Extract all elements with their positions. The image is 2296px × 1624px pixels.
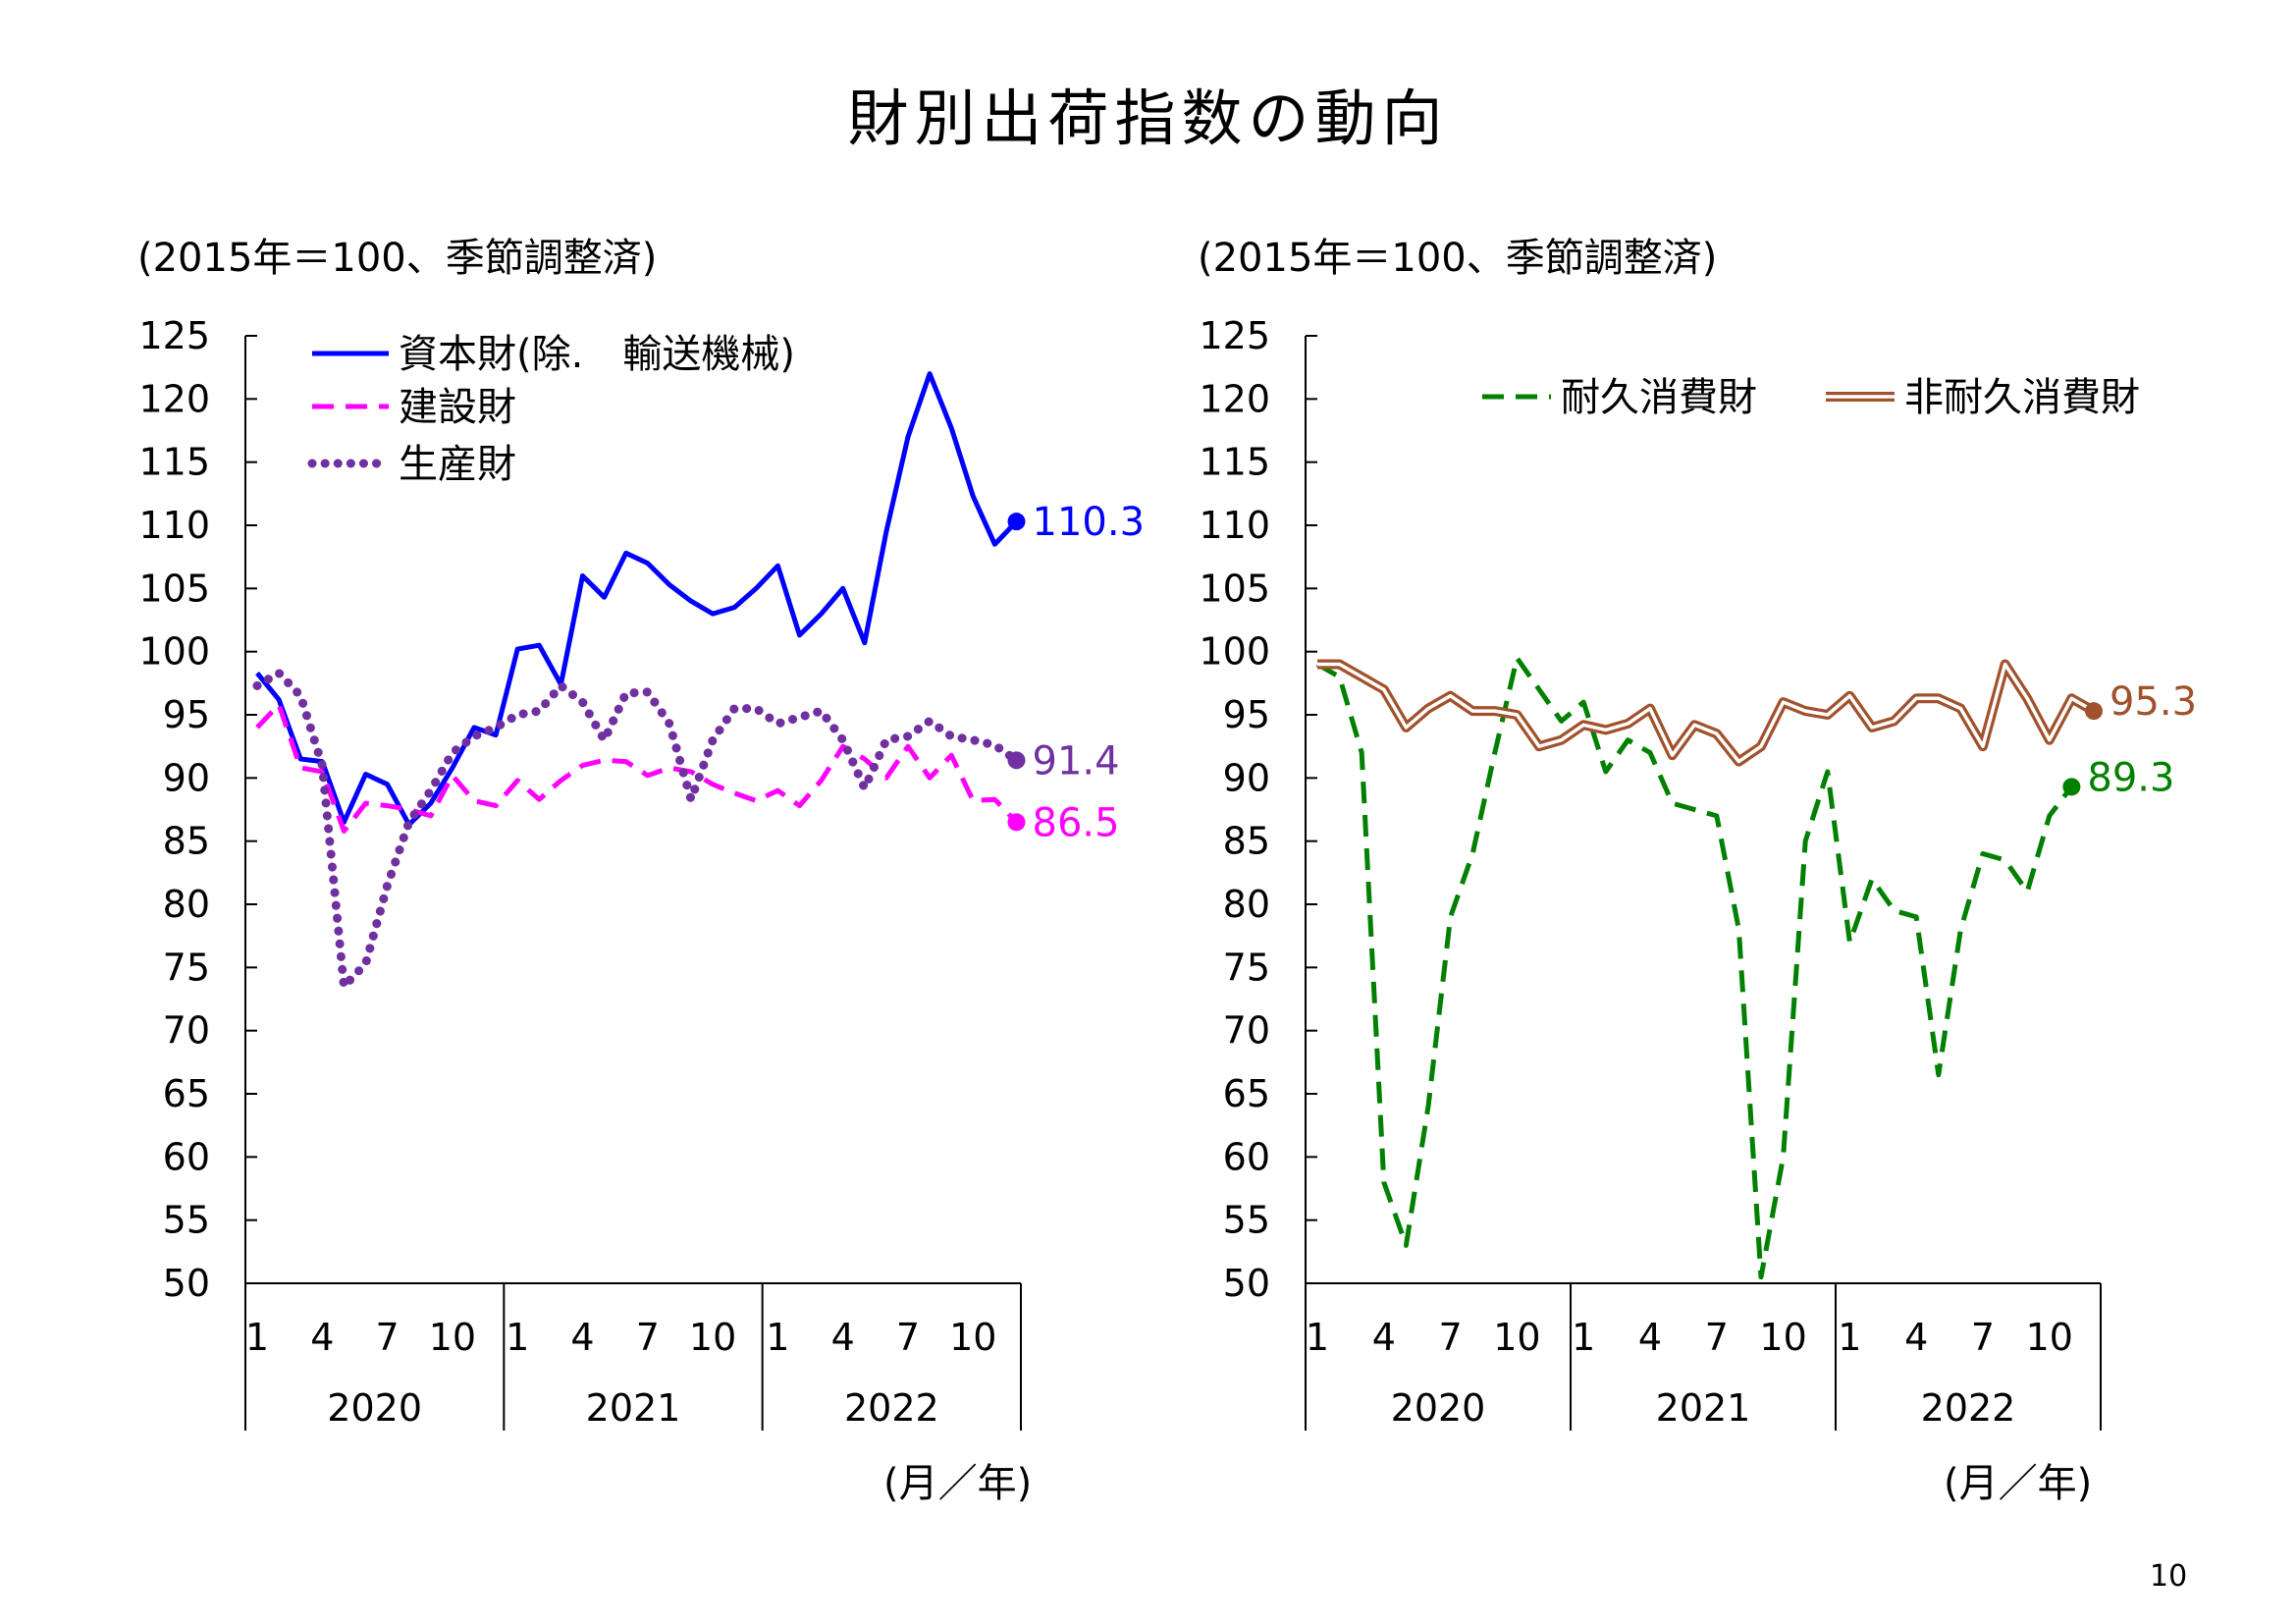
series-0-end-label: 110.3: [1033, 500, 1146, 545]
x-year-label-2022: 2022: [844, 1386, 939, 1430]
series-1-end-marker: [2085, 702, 2103, 721]
series-0-legend-label: 資本財(除. 輸送機械): [399, 332, 795, 377]
x-month-tick-label: 7: [636, 1316, 660, 1359]
x-month-tick-label: 1: [766, 1316, 789, 1359]
y-tick-label: 65: [163, 1072, 210, 1115]
y-tick-label: 115: [138, 441, 210, 484]
y-tick-label: 90: [1223, 756, 1270, 799]
x-year-label-2021: 2021: [1656, 1386, 1751, 1430]
y-tick-label: 60: [1223, 1135, 1270, 1178]
y-tick-label: 70: [1223, 1009, 1270, 1053]
right-chart-unit-label: (2015年＝100、季節調整済): [1198, 236, 1718, 281]
y-tick-label: 55: [1223, 1199, 1270, 1242]
y-tick-label: 125: [138, 314, 210, 357]
x-year-label-2022: 2022: [1921, 1386, 2016, 1430]
y-tick-label: 110: [1199, 504, 1270, 547]
x-month-tick-label: 1: [1306, 1316, 1329, 1359]
x-month-tick-label: 4: [310, 1316, 334, 1359]
y-tick-label: 85: [1223, 820, 1270, 863]
x-month-tick-label: 4: [1638, 1316, 1662, 1359]
page-number: 10: [2150, 1559, 2188, 1594]
x-month-tick-label: 7: [1705, 1316, 1729, 1359]
y-tick-label: 85: [163, 820, 210, 863]
x-month-tick-label: 10: [1493, 1316, 1540, 1359]
left-chart-x-unit-label: (月／年): [883, 1461, 1033, 1506]
y-tick-label: 75: [1223, 946, 1270, 989]
series-1-end-marker: [1007, 813, 1026, 832]
y-tick-label: 105: [1199, 567, 1270, 610]
y-tick-label: 100: [138, 630, 210, 674]
left-chart-unit-label: (2015年＝100、季節調整済): [137, 236, 658, 281]
y-tick-label: 120: [1199, 377, 1270, 420]
y-tick-label: 95: [163, 693, 210, 736]
y-tick-label: 60: [163, 1135, 210, 1178]
x-month-tick-label: 7: [1971, 1316, 1995, 1359]
x-month-tick-label: 10: [689, 1316, 736, 1359]
y-tick-label: 120: [138, 377, 210, 420]
series-2-legend-label: 生産財: [399, 442, 516, 487]
series-1-line: [1317, 659, 2097, 767]
series-1-legend-label: 非耐久消費財: [1904, 375, 2140, 420]
y-tick-label: 75: [163, 946, 210, 989]
series-0-end-label: 89.3: [2087, 755, 2174, 800]
series-2-line: [252, 669, 1021, 992]
series-0-line: [255, 371, 1019, 828]
y-tick-label: 110: [138, 504, 210, 547]
x-month-tick-label: 1: [1838, 1316, 1861, 1359]
x-month-tick-label: 7: [1439, 1316, 1463, 1359]
y-tick-label: 100: [1199, 630, 1270, 674]
x-year-label-2020: 2020: [327, 1386, 422, 1430]
series-2-end-label: 91.4: [1033, 738, 1120, 784]
x-year-label-2020: 2020: [1391, 1386, 1486, 1430]
y-tick-label: 125: [1199, 314, 1270, 357]
series-0-line: [1315, 655, 2074, 1280]
x-month-tick-label: 7: [376, 1316, 400, 1359]
series-0-end-marker: [1007, 513, 1026, 531]
y-tick-label: 105: [138, 567, 210, 610]
x-month-tick-label: 1: [1572, 1316, 1595, 1359]
y-tick-label: 50: [163, 1262, 210, 1305]
y-tick-label: 95: [1223, 693, 1270, 736]
x-month-tick-label: 10: [2026, 1316, 2073, 1359]
x-month-tick-label: 1: [506, 1316, 529, 1359]
x-month-tick-label: 1: [245, 1316, 269, 1359]
series-0-legend-label: 耐久消費財: [1561, 375, 1757, 420]
y-tick-label: 80: [1223, 883, 1270, 926]
x-month-tick-label: 10: [429, 1316, 476, 1359]
series-1-end-label: 95.3: [2109, 679, 2197, 725]
y-tick-label: 70: [163, 1009, 210, 1053]
x-month-tick-label: 10: [1759, 1316, 1806, 1359]
series-1-legend-label: 建設財: [399, 385, 516, 430]
series-2-end-marker: [1007, 751, 1026, 770]
y-tick-label: 90: [163, 756, 210, 799]
series-0-end-marker: [2062, 778, 2081, 796]
x-month-tick-label: 4: [570, 1316, 594, 1359]
x-month-tick-label: 7: [896, 1316, 920, 1359]
y-tick-label: 55: [163, 1199, 210, 1242]
x-month-tick-label: 4: [831, 1316, 855, 1359]
y-tick-label: 115: [1199, 441, 1270, 484]
right-chart-x-unit-label: (月／年): [1944, 1461, 2093, 1506]
y-tick-label: 65: [1223, 1072, 1270, 1115]
x-month-tick-label: 4: [1904, 1316, 1928, 1359]
x-month-tick-label: 10: [949, 1316, 996, 1359]
y-tick-label: 50: [1223, 1262, 1270, 1305]
series-1-line: [255, 702, 1019, 834]
series-1-end-label: 86.5: [1033, 800, 1120, 845]
x-month-tick-label: 4: [1372, 1316, 1396, 1359]
series-1-line-inner: [1317, 662, 2095, 764]
y-tick-label: 80: [163, 883, 210, 926]
x-year-label-2021: 2021: [586, 1386, 681, 1430]
page-title: 財別出荷指数の動向: [847, 82, 1449, 154]
